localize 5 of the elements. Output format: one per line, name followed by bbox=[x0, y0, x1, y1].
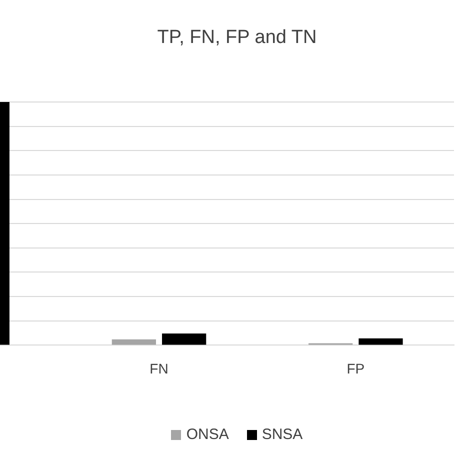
x-tick-label: FN bbox=[150, 360, 168, 376]
chart-title: TP, FN, FP and TN bbox=[156, 27, 318, 49]
x-tick-label: FP bbox=[346, 360, 365, 376]
legend-label: SNSA bbox=[262, 426, 303, 443]
legend-label: ONSA bbox=[186, 426, 229, 443]
